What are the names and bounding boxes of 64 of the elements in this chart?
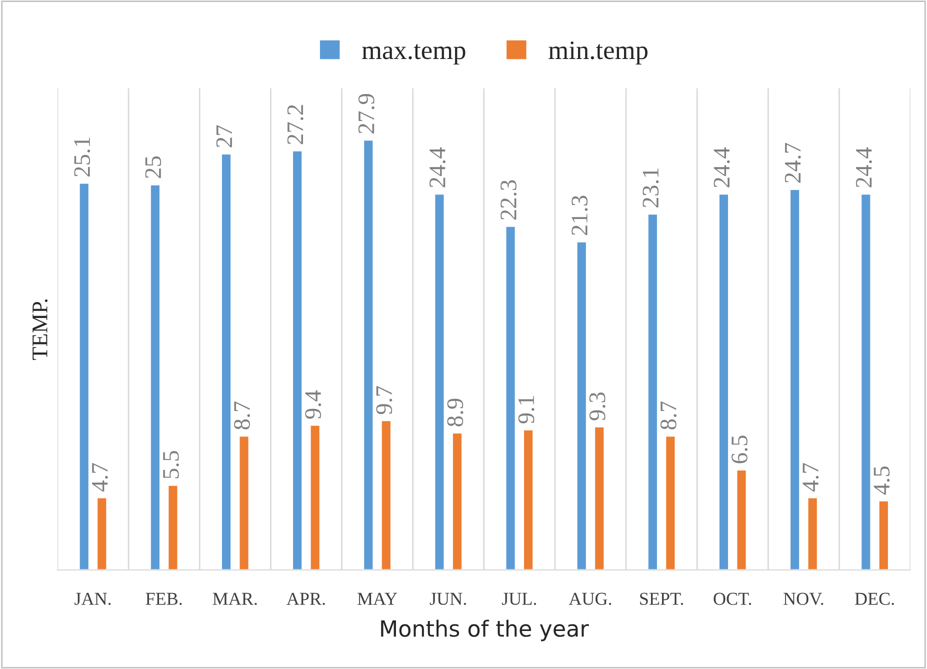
x-axis-title: Months of the year xyxy=(381,620,589,642)
data-label: 9.1 xyxy=(518,396,534,424)
bar xyxy=(362,139,374,570)
bar xyxy=(78,182,90,570)
data-label: 22.3 xyxy=(500,180,517,220)
data-label: 6.5 xyxy=(732,436,748,464)
data-label: 4.7 xyxy=(802,463,819,492)
bar xyxy=(434,193,446,570)
x-tick-label: NOV. xyxy=(784,592,824,606)
bar xyxy=(238,435,250,570)
data-label: 4.5 xyxy=(874,466,890,495)
bar xyxy=(647,213,658,570)
bar xyxy=(96,496,108,570)
bar xyxy=(504,226,516,570)
data-label: 4.7 xyxy=(92,463,108,492)
bar xyxy=(292,150,304,570)
data-label: 5.5 xyxy=(163,451,179,478)
data-label: 9.3 xyxy=(589,392,606,420)
data-label: 27 xyxy=(216,125,232,148)
data-label: 24.4 xyxy=(714,147,730,188)
data-label: 8.9 xyxy=(447,398,464,426)
bar xyxy=(576,240,588,570)
x-tick-label: OCT. xyxy=(714,592,752,605)
x-tick-label: SEPT. xyxy=(640,592,684,605)
bar xyxy=(220,153,232,570)
bar xyxy=(522,429,534,570)
bar xyxy=(150,184,161,570)
legend-label: max.temp xyxy=(362,44,466,65)
x-tick-label: JUL. xyxy=(502,592,536,605)
data-label: 27.9 xyxy=(358,94,374,134)
data-label: 25.1 xyxy=(74,138,90,176)
x-tick-label: MAR. xyxy=(212,592,257,605)
data-label: 27.2 xyxy=(287,105,304,144)
bar xyxy=(452,432,463,570)
bar xyxy=(806,496,818,570)
data-label: 24.7 xyxy=(784,143,801,183)
data-label: 25 xyxy=(145,156,162,178)
x-tick-label: AUG. xyxy=(568,592,612,605)
data-label: 21.3 xyxy=(572,196,588,236)
bar xyxy=(594,426,606,570)
legend-label: min.temp xyxy=(548,41,648,65)
bar xyxy=(380,420,392,570)
data-label: 8.7 xyxy=(234,401,250,430)
data-label: 24.4 xyxy=(856,147,872,188)
bar xyxy=(789,188,800,570)
bar xyxy=(167,484,179,570)
y-axis-title: TEMP. xyxy=(32,299,48,360)
x-tick-label: MAY xyxy=(358,592,398,605)
bar xyxy=(860,193,872,570)
data-label: 24.4 xyxy=(430,147,446,188)
bar xyxy=(309,424,321,570)
bar xyxy=(664,435,676,570)
data-label: 9.4 xyxy=(305,390,322,419)
bar xyxy=(718,193,730,570)
x-tick-label: JAN. xyxy=(74,592,111,605)
bar xyxy=(878,500,890,570)
x-tick-label: FEB. xyxy=(146,592,182,605)
x-tick-label: DEC. xyxy=(854,592,894,605)
x-tick-label: APR. xyxy=(286,592,325,605)
data-label: 8.7 xyxy=(660,401,676,430)
x-tick-label: JUN. xyxy=(430,592,466,605)
bar xyxy=(736,469,748,570)
data-label: 9.7 xyxy=(376,386,392,414)
data-label: 23.1 xyxy=(642,168,659,208)
